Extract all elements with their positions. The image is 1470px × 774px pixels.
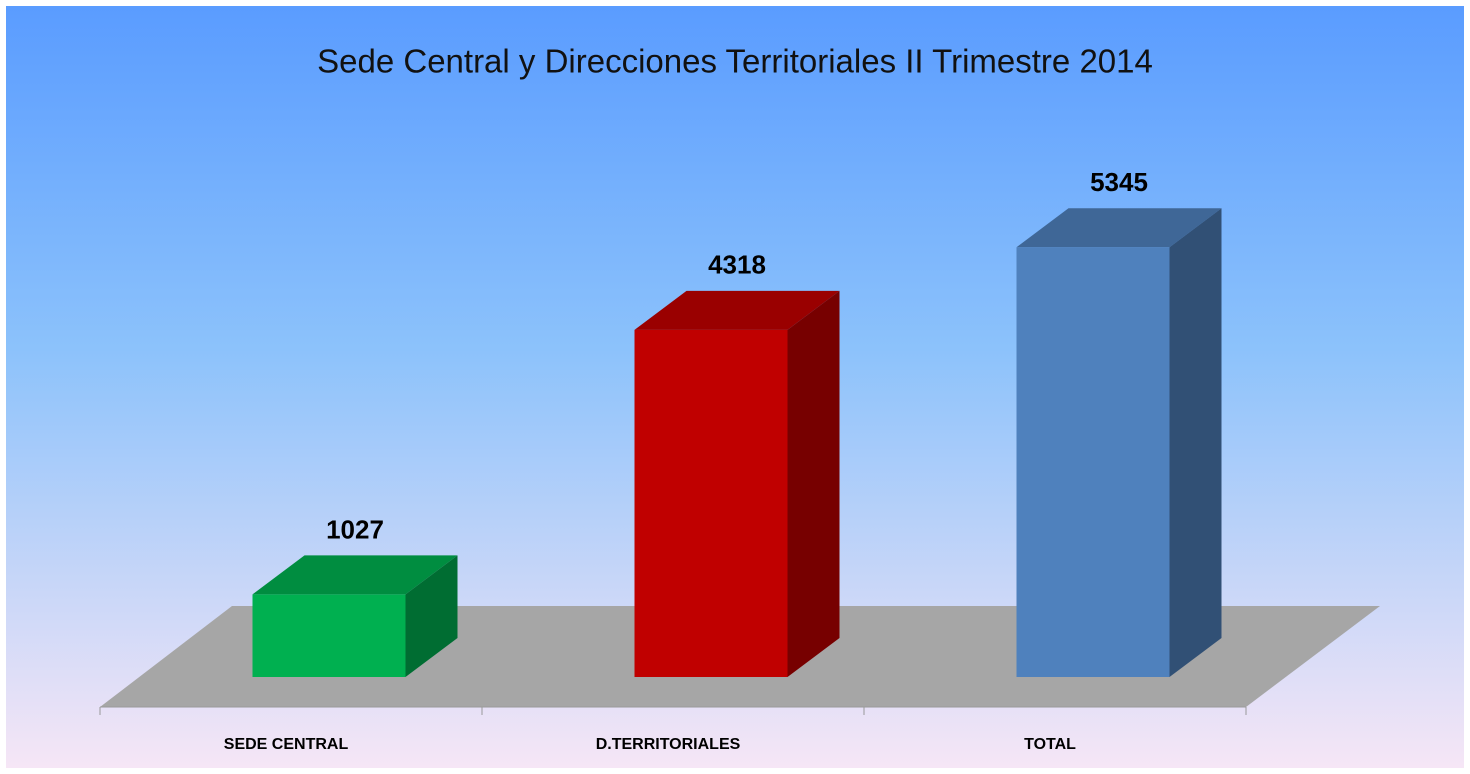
x-tick-label: D.TERRITORIALES bbox=[596, 736, 741, 753]
bar-top bbox=[1016, 208, 1222, 248]
bar bbox=[1016, 247, 1170, 677]
bar-top bbox=[252, 555, 458, 595]
x-tick-label: TOTAL bbox=[1024, 736, 1076, 753]
bar-side bbox=[1169, 208, 1222, 677]
bar bbox=[252, 594, 406, 677]
data-label: 5345 bbox=[1090, 167, 1148, 197]
chart-title: Sede Central y Direcciones Territoriales… bbox=[317, 43, 1153, 80]
x-tick-label: SEDE CENTRAL bbox=[224, 736, 349, 753]
bar-side bbox=[405, 555, 458, 677]
data-label: 1027 bbox=[326, 514, 384, 544]
bar-side bbox=[787, 290, 840, 677]
bar bbox=[634, 329, 788, 677]
data-label: 4318 bbox=[708, 250, 766, 280]
bar-top bbox=[634, 290, 840, 330]
